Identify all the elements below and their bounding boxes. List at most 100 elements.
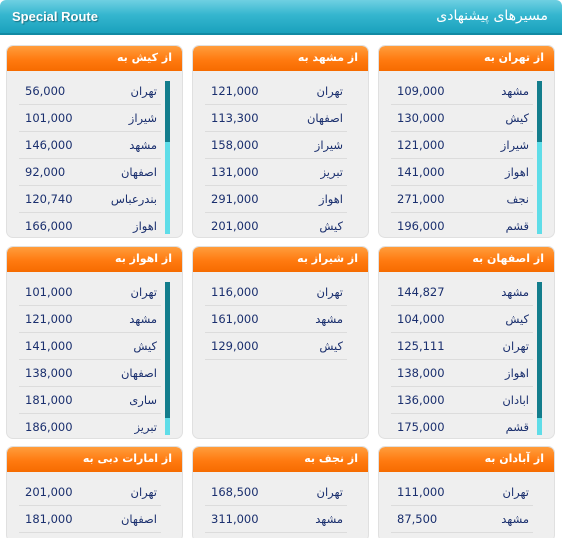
route-row[interactable]: کیش 201,000 [205, 213, 347, 236]
route-row[interactable]: ساری 181,000 [19, 387, 161, 414]
destination-city[interactable]: قشم [505, 219, 529, 233]
destination-city[interactable]: اصفهان [306, 111, 343, 125]
route-row[interactable]: اهواز 291,000 [205, 186, 347, 213]
route-row[interactable]: تهران 168,500 [205, 479, 347, 506]
destination-city[interactable]: کیش [319, 339, 343, 353]
destination-city[interactable]: مشهد [129, 138, 157, 152]
destination-city[interactable]: مشهد [501, 512, 529, 526]
route-row[interactable]: اصفهان 181,000 [19, 506, 161, 533]
destination-city[interactable]: مشهد [315, 312, 343, 326]
destination-city[interactable]: اهواز [133, 219, 157, 233]
route-card-from-kish: از کیش به تهران 56,000 شیراز 101,000 مشهد 1… [6, 45, 183, 238]
scrollbar-thumb[interactable] [165, 282, 170, 418]
destination-city[interactable]: بندرعباس [110, 192, 157, 206]
route-card-from-dubai: از امارات دبی به تهران 201,000 اصفهان 181,… [6, 446, 183, 538]
destination-city[interactable]: مشهد [501, 285, 529, 299]
route-price: 109,000 [397, 84, 445, 98]
route-row[interactable]: اصفهان 138,000 [19, 360, 161, 387]
list-scrollbar[interactable] [165, 81, 170, 234]
list-scrollbar[interactable] [537, 282, 542, 435]
destination-city[interactable]: تهران [316, 485, 344, 499]
destination-city[interactable]: مشهد [315, 512, 343, 526]
destination-city[interactable]: قشم [505, 420, 529, 434]
destination-city[interactable]: اصفهان [120, 366, 157, 380]
route-list: تهران 56,000 شیراز 101,000 مشهد 146,000 اصف… [19, 78, 161, 236]
route-row[interactable]: تهران 111,000 [391, 479, 533, 506]
route-row[interactable]: قشم 196,000 [391, 213, 533, 236]
route-row[interactable]: شیراز 158,000 [205, 132, 347, 159]
route-list: مشهد 109,000 کیش 130,000 شیراز 121,000 اهوا… [391, 78, 533, 236]
destination-city[interactable]: نجف [506, 192, 529, 206]
route-row[interactable]: نجف 271,000 [391, 186, 533, 213]
destination-city[interactable]: شیراز [500, 138, 529, 152]
destination-city[interactable]: کیش [505, 111, 529, 125]
destination-city[interactable]: ابادان [502, 393, 529, 407]
destination-city[interactable]: تبریز [320, 165, 343, 179]
route-card-from-tehran: از تهران به مشهد 109,000 کیش 130,000 شیراز… [378, 45, 555, 238]
scrollbar-thumb[interactable] [165, 81, 170, 142]
destination-city[interactable]: تهران [130, 485, 158, 499]
route-price: 201,000 [211, 219, 259, 233]
route-row[interactable]: تبریز 186,000 [19, 414, 161, 437]
route-row[interactable]: تهران 125,111 [391, 333, 533, 360]
route-row[interactable]: تهران 201,000 [19, 479, 161, 506]
destination-city[interactable]: مشهد [129, 312, 157, 326]
route-row[interactable]: تهران 56,000 [19, 78, 161, 105]
route-row[interactable]: شیراز 101,000 [19, 105, 161, 132]
route-row[interactable]: تبریز 131,000 [205, 159, 347, 186]
destination-city[interactable]: تهران [316, 84, 344, 98]
destination-city[interactable]: شیراز [128, 111, 157, 125]
route-row[interactable]: شیراز 121,000 [391, 132, 533, 159]
destination-city[interactable]: اهواز [505, 366, 529, 380]
route-row[interactable]: مشهد 121,000 [19, 306, 161, 333]
destination-city[interactable]: کیش [133, 339, 157, 353]
destination-city[interactable]: تهران [130, 84, 158, 98]
destination-city[interactable]: اهواز [319, 192, 343, 206]
route-row[interactable]: اهواز 141,000 [391, 159, 533, 186]
route-row[interactable]: تهران 121,000 [205, 78, 347, 105]
scrollbar-thumb[interactable] [537, 282, 542, 418]
route-row[interactable]: کیش 141,000 [19, 333, 161, 360]
destination-city[interactable]: اصفهان [120, 165, 157, 179]
destination-city[interactable]: اهواز [505, 165, 529, 179]
destination-city[interactable]: تهران [130, 285, 158, 299]
route-row[interactable]: اهواز 138,000 [391, 360, 533, 387]
route-card-from-mashhad: از مشهد به تهران 121,000 اصفهان 113,300 شی… [192, 45, 369, 238]
route-row[interactable]: قشم 175,000 [391, 414, 533, 437]
route-row[interactable]: مشهد 146,000 [19, 132, 161, 159]
list-scrollbar[interactable] [165, 282, 170, 435]
route-row[interactable]: کیش 104,000 [391, 306, 533, 333]
route-row[interactable]: ابادان 136,000 [391, 387, 533, 414]
scrollbar-thumb[interactable] [537, 81, 542, 142]
destination-city[interactable]: تهران [316, 285, 344, 299]
route-row[interactable]: اهواز 166,000 [19, 213, 161, 236]
route-row[interactable]: مشهد 144,827 [391, 279, 533, 306]
route-price: 131,000 [211, 165, 259, 179]
destination-city[interactable]: تهران [502, 485, 530, 499]
route-row[interactable]: کیش 130,000 [391, 105, 533, 132]
route-price: 120,740 [25, 192, 73, 206]
destination-city[interactable]: شیراز [314, 138, 343, 152]
route-row[interactable]: تهران 116,000 [205, 279, 347, 306]
route-row[interactable]: تهران 101,000 [19, 279, 161, 306]
list-scrollbar[interactable] [537, 81, 542, 234]
route-row[interactable]: اصفهان 113,300 [205, 105, 347, 132]
destination-city[interactable]: کیش [319, 219, 343, 233]
destination-city[interactable]: کیش [505, 312, 529, 326]
route-row[interactable]: مشهد 87,500 [391, 506, 533, 533]
destination-city[interactable]: تبریز [134, 420, 157, 434]
route-row[interactable]: کیش 129,000 [205, 333, 347, 360]
destination-city[interactable]: تهران [502, 339, 530, 353]
route-row[interactable]: مشهد 109,000 [391, 78, 533, 105]
destination-city[interactable]: مشهد [501, 84, 529, 98]
route-row[interactable]: اصفهان 92,000 [19, 159, 161, 186]
destination-city[interactable]: اصفهان [120, 512, 157, 526]
destination-city[interactable]: ساری [129, 393, 157, 407]
route-price: 113,300 [211, 111, 259, 125]
special-route-header: Special Route مسیرهای پیشنهادی [0, 0, 562, 35]
route-price: 175,000 [397, 420, 445, 434]
route-row[interactable]: بندرعباس 120,740 [19, 186, 161, 213]
route-row[interactable]: مشهد 311,000 [205, 506, 347, 533]
route-row[interactable]: مشهد 161,000 [205, 306, 347, 333]
route-price: 196,000 [397, 219, 445, 233]
